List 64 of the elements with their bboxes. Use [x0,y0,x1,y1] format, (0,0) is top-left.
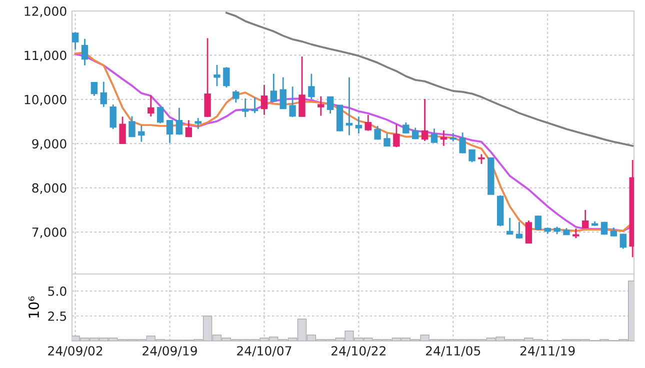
y-tick-label: 9,000 [32,139,66,150]
candlestick [364,114,372,132]
candlestick [582,209,589,230]
candlestick [110,104,116,130]
candlestick [421,98,428,142]
candlestick [138,124,145,143]
candlestick [384,132,390,147]
candlestick [232,89,240,104]
candlestick [572,228,580,239]
x-tick-label: 24/10/07 [237,346,292,357]
candlestick [346,76,353,136]
candlestick [204,37,211,118]
candlestick [318,96,324,116]
candlestick [620,233,626,250]
y-axis-title: 10⁶ [28,296,40,318]
candlestick [81,38,88,66]
candlestick [214,64,220,87]
candlestick [194,117,202,130]
x-tick-label: 24/11/05 [426,346,480,357]
y-tick-label: 8,000 [32,183,66,194]
candlestick [534,214,542,231]
candlestick [478,154,485,165]
candlestick [223,66,230,88]
candlestick [506,217,514,235]
x-tick-label: 24/09/02 [48,346,102,357]
candlestick [355,116,362,134]
candlestick [402,122,410,134]
x-tick-label: 24/09/19 [142,346,197,357]
candlestick [393,124,400,148]
candlestick [298,56,306,118]
x-tick-label: 24/11/19 [520,346,575,357]
candlestick [176,107,183,136]
y-tick-label: 2.5 [48,311,66,321]
candlestick [280,76,286,110]
y-tick-label: 12,000 [24,6,66,18]
candlestick [468,149,476,163]
candlestick [128,116,136,138]
y-tick-label: 10,000 [24,94,66,106]
candlestick [430,128,438,144]
candlestick [440,130,448,147]
candlestick [289,86,296,118]
candlestick [148,94,154,118]
candlestick [374,125,381,140]
candlestick [326,96,334,114]
candlestick [251,96,258,114]
candlestick [100,81,107,108]
x-tick-label: 24/10/22 [332,346,386,357]
candlestick [242,98,249,118]
candlestick [516,221,523,240]
candlestick [459,132,466,154]
candlestick [525,220,532,244]
candlestick [119,116,126,144]
y-tick-label: 7,000 [32,227,66,238]
candlestick [185,119,192,138]
line-series [225,12,634,147]
candlestick [308,73,315,100]
candlestick [270,73,278,102]
candlestick [156,106,164,124]
candlestick [72,32,79,50]
candlestick [90,82,98,97]
y-tick-label: 11,000 [24,50,66,62]
candlestick [166,119,174,144]
candlestick [260,84,268,116]
y-tick-label: 5.0 [48,286,66,296]
